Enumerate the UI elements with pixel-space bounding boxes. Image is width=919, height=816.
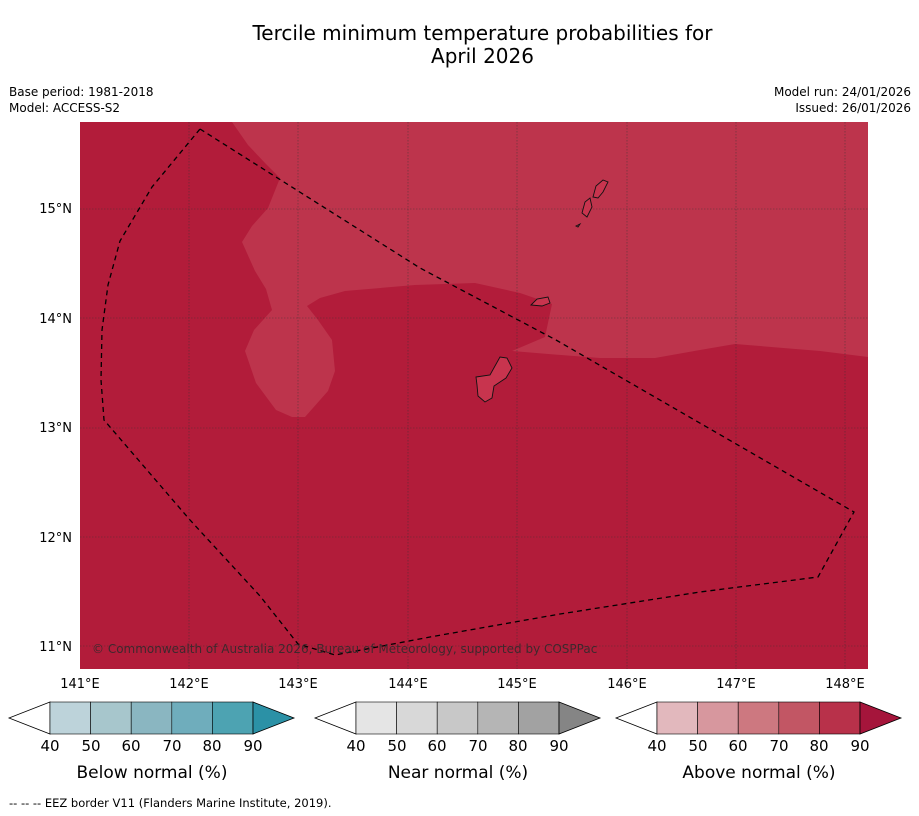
legend-above-tick: 40 bbox=[647, 737, 666, 755]
region-above-70-80 bbox=[232, 122, 868, 417]
base-period: Base period: 1981-2018 bbox=[9, 85, 154, 99]
island-tinian bbox=[581, 197, 593, 218]
legend-above-tick: 70 bbox=[769, 737, 788, 755]
legend-color-segment bbox=[819, 701, 861, 735]
legend-color-segment bbox=[355, 701, 397, 735]
lon-label-147: 147°E bbox=[716, 677, 756, 692]
lon-label-148: 148°E bbox=[825, 677, 865, 692]
legend-color-segment bbox=[436, 701, 479, 735]
lat-label-11: 11°N bbox=[39, 640, 72, 655]
title-line-1: Tercile minimum temperature probabilitie… bbox=[252, 21, 713, 45]
legend-near-tick: 40 bbox=[346, 737, 365, 755]
legend-near-ticks: 40 50 60 70 80 90 bbox=[346, 737, 568, 755]
legend-above-tick: 50 bbox=[688, 737, 707, 755]
lat-label-12: 12°N bbox=[39, 531, 72, 546]
legend-near-tick: 90 bbox=[549, 737, 568, 755]
legend-below-tick: 70 bbox=[162, 737, 181, 755]
legend-color-segment bbox=[212, 701, 254, 735]
legend-extend-low bbox=[614, 701, 658, 735]
legend-near-tick: 60 bbox=[427, 737, 446, 755]
title-line-2: April 2026 bbox=[431, 44, 534, 68]
lat-label-13: 13°N bbox=[39, 421, 72, 436]
legend-extend-low bbox=[313, 701, 357, 735]
map-panel: © Commonwealth of Australia 2026, Bureau… bbox=[80, 122, 868, 669]
lon-label-143: 143°E bbox=[278, 677, 318, 692]
lat-label-15: 15°N bbox=[39, 202, 72, 217]
footnote: -- -- -- EEZ border V11 (Flanders Marine… bbox=[9, 796, 332, 810]
legend-above-tick: 60 bbox=[728, 737, 747, 755]
issued-date: Issued: 26/01/2026 bbox=[795, 101, 911, 115]
legend-color-segment bbox=[518, 701, 560, 735]
legend-below-tick: 90 bbox=[243, 737, 262, 755]
legend-color-segment bbox=[130, 701, 173, 735]
legend-above-label: Above normal (%) bbox=[682, 763, 835, 783]
legend-above-tick: 80 bbox=[809, 737, 828, 755]
legend-below-tick: 60 bbox=[121, 737, 140, 755]
legend-color-segment bbox=[656, 701, 698, 735]
legend-color-segment bbox=[171, 701, 213, 735]
legend-below-tick: 80 bbox=[202, 737, 221, 755]
graticule bbox=[80, 122, 868, 669]
legend-color-segment bbox=[396, 701, 438, 735]
legend-color-segment bbox=[737, 701, 780, 735]
lat-labels: 15°N 14°N 13°N 12°N 11°N bbox=[39, 202, 72, 655]
lat-label-14: 14°N bbox=[39, 312, 72, 327]
legend-below-normal bbox=[7, 701, 296, 735]
legend-color-segment bbox=[778, 701, 820, 735]
island-guam bbox=[475, 356, 513, 403]
lon-label-144: 144°E bbox=[388, 677, 428, 692]
legend-near-tick: 70 bbox=[468, 737, 487, 755]
legend-color-segment bbox=[90, 701, 132, 735]
legend-above-ticks: 40 50 60 70 80 90 bbox=[647, 737, 869, 755]
legend-color-segment bbox=[697, 701, 739, 735]
info-right: Model run: 24/01/2026 Issued: 26/01/2026 bbox=[774, 84, 911, 116]
legend-above-normal bbox=[614, 701, 903, 735]
model-run: Model run: 24/01/2026 bbox=[773, 85, 911, 99]
eez-border bbox=[100, 128, 855, 656]
legend-near-normal bbox=[313, 701, 602, 735]
island-aguijan bbox=[574, 222, 582, 228]
legend-near-tick: 50 bbox=[387, 737, 406, 755]
legend-near-label: Near normal (%) bbox=[388, 763, 528, 783]
lon-label-146: 146°E bbox=[607, 677, 647, 692]
island-rota bbox=[530, 296, 551, 307]
islands bbox=[475, 179, 609, 403]
legend-extend-high bbox=[558, 701, 602, 735]
legend-below-label: Below normal (%) bbox=[77, 763, 228, 783]
copyright: © Commonwealth of Australia 2026, Bureau… bbox=[92, 642, 597, 656]
lon-labels: 141°E 142°E 143°E 144°E 145°E 146°E 147°… bbox=[60, 677, 865, 692]
model-name: Model: ACCESS-S2 bbox=[9, 101, 121, 115]
chart-title: Tercile minimum temperature probabilitie… bbox=[0, 22, 919, 68]
lon-label-141: 141°E bbox=[60, 677, 100, 692]
info-left: Base period: 1981-2018 Model: ACCESS-S2 bbox=[9, 84, 154, 116]
lon-label-142: 142°E bbox=[169, 677, 209, 692]
legend-below-tick: 40 bbox=[40, 737, 59, 755]
island-saipan bbox=[592, 179, 609, 199]
legend-extend-high bbox=[252, 701, 296, 735]
legend-extend-high bbox=[859, 701, 903, 735]
legend-extend-low bbox=[7, 701, 51, 735]
legend-color-segment bbox=[49, 701, 91, 735]
legend-color-segment bbox=[477, 701, 519, 735]
legend-below-tick: 50 bbox=[81, 737, 100, 755]
legend-near-tick: 80 bbox=[508, 737, 527, 755]
legend-below-ticks: 40 50 60 70 80 90 bbox=[40, 737, 262, 755]
lon-label-145: 145°E bbox=[497, 677, 537, 692]
legend-above-tick: 90 bbox=[850, 737, 869, 755]
